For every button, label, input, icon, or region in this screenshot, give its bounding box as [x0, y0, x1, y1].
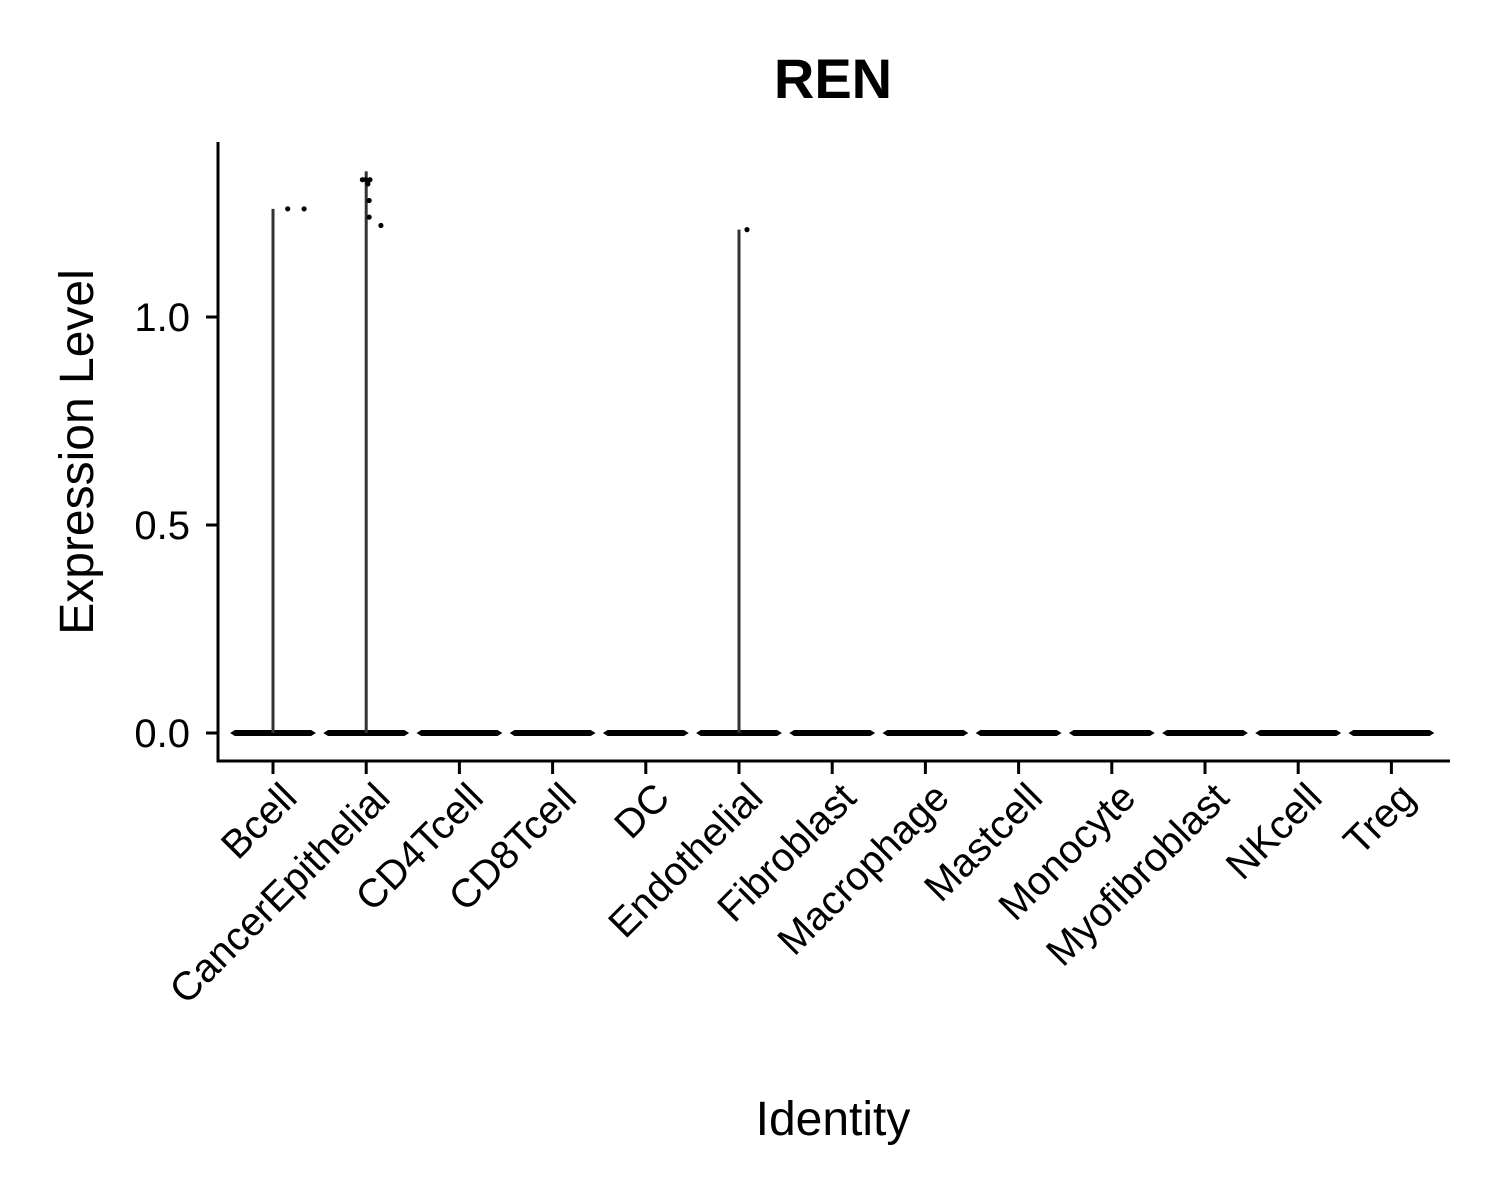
x-tick-label-dc: DC: [606, 775, 678, 847]
violin-treg: [1348, 730, 1435, 736]
violin-nkcell: [1255, 730, 1342, 736]
y-tick-label: 0.0: [134, 712, 190, 756]
violin-dc: [602, 730, 689, 736]
x-tick-label-nkcell: NKcell: [1218, 775, 1331, 888]
point-bcell-0: [285, 206, 291, 212]
plot-area: [230, 171, 1435, 736]
y-axis-title: Expression Level: [51, 269, 104, 635]
point-bcell-1: [301, 206, 307, 212]
chart-title: REN: [774, 47, 892, 110]
violin-cd4tcell: [416, 730, 503, 736]
point-cancerepithelial-4: [365, 181, 371, 187]
x-axis-title: Identity: [756, 1093, 911, 1146]
violin-myofibroblast: [1162, 730, 1248, 736]
violin-macrophage: [882, 730, 969, 736]
point-cancerepithelial-7: [366, 214, 372, 220]
violin-monocyte: [1068, 730, 1155, 736]
x-tick-label-treg: Treg: [1336, 775, 1424, 863]
point-cancerepithelial-6: [366, 197, 372, 204]
violin-fibroblast: [789, 730, 876, 736]
point-endothelial-9: [744, 227, 750, 233]
y-tick-label: 1.0: [134, 296, 190, 340]
point-cancerepithelial-5: [367, 177, 373, 183]
violin-cd8tcell: [509, 730, 596, 736]
violin-mastcell: [975, 730, 1062, 736]
y-axis: 0.0 0.5 1.0: [134, 142, 220, 762]
y-tick-label: 0.5: [134, 504, 190, 548]
point-cancerepithelial-3: [363, 177, 369, 183]
point-cancerepithelial-8: [378, 222, 384, 229]
